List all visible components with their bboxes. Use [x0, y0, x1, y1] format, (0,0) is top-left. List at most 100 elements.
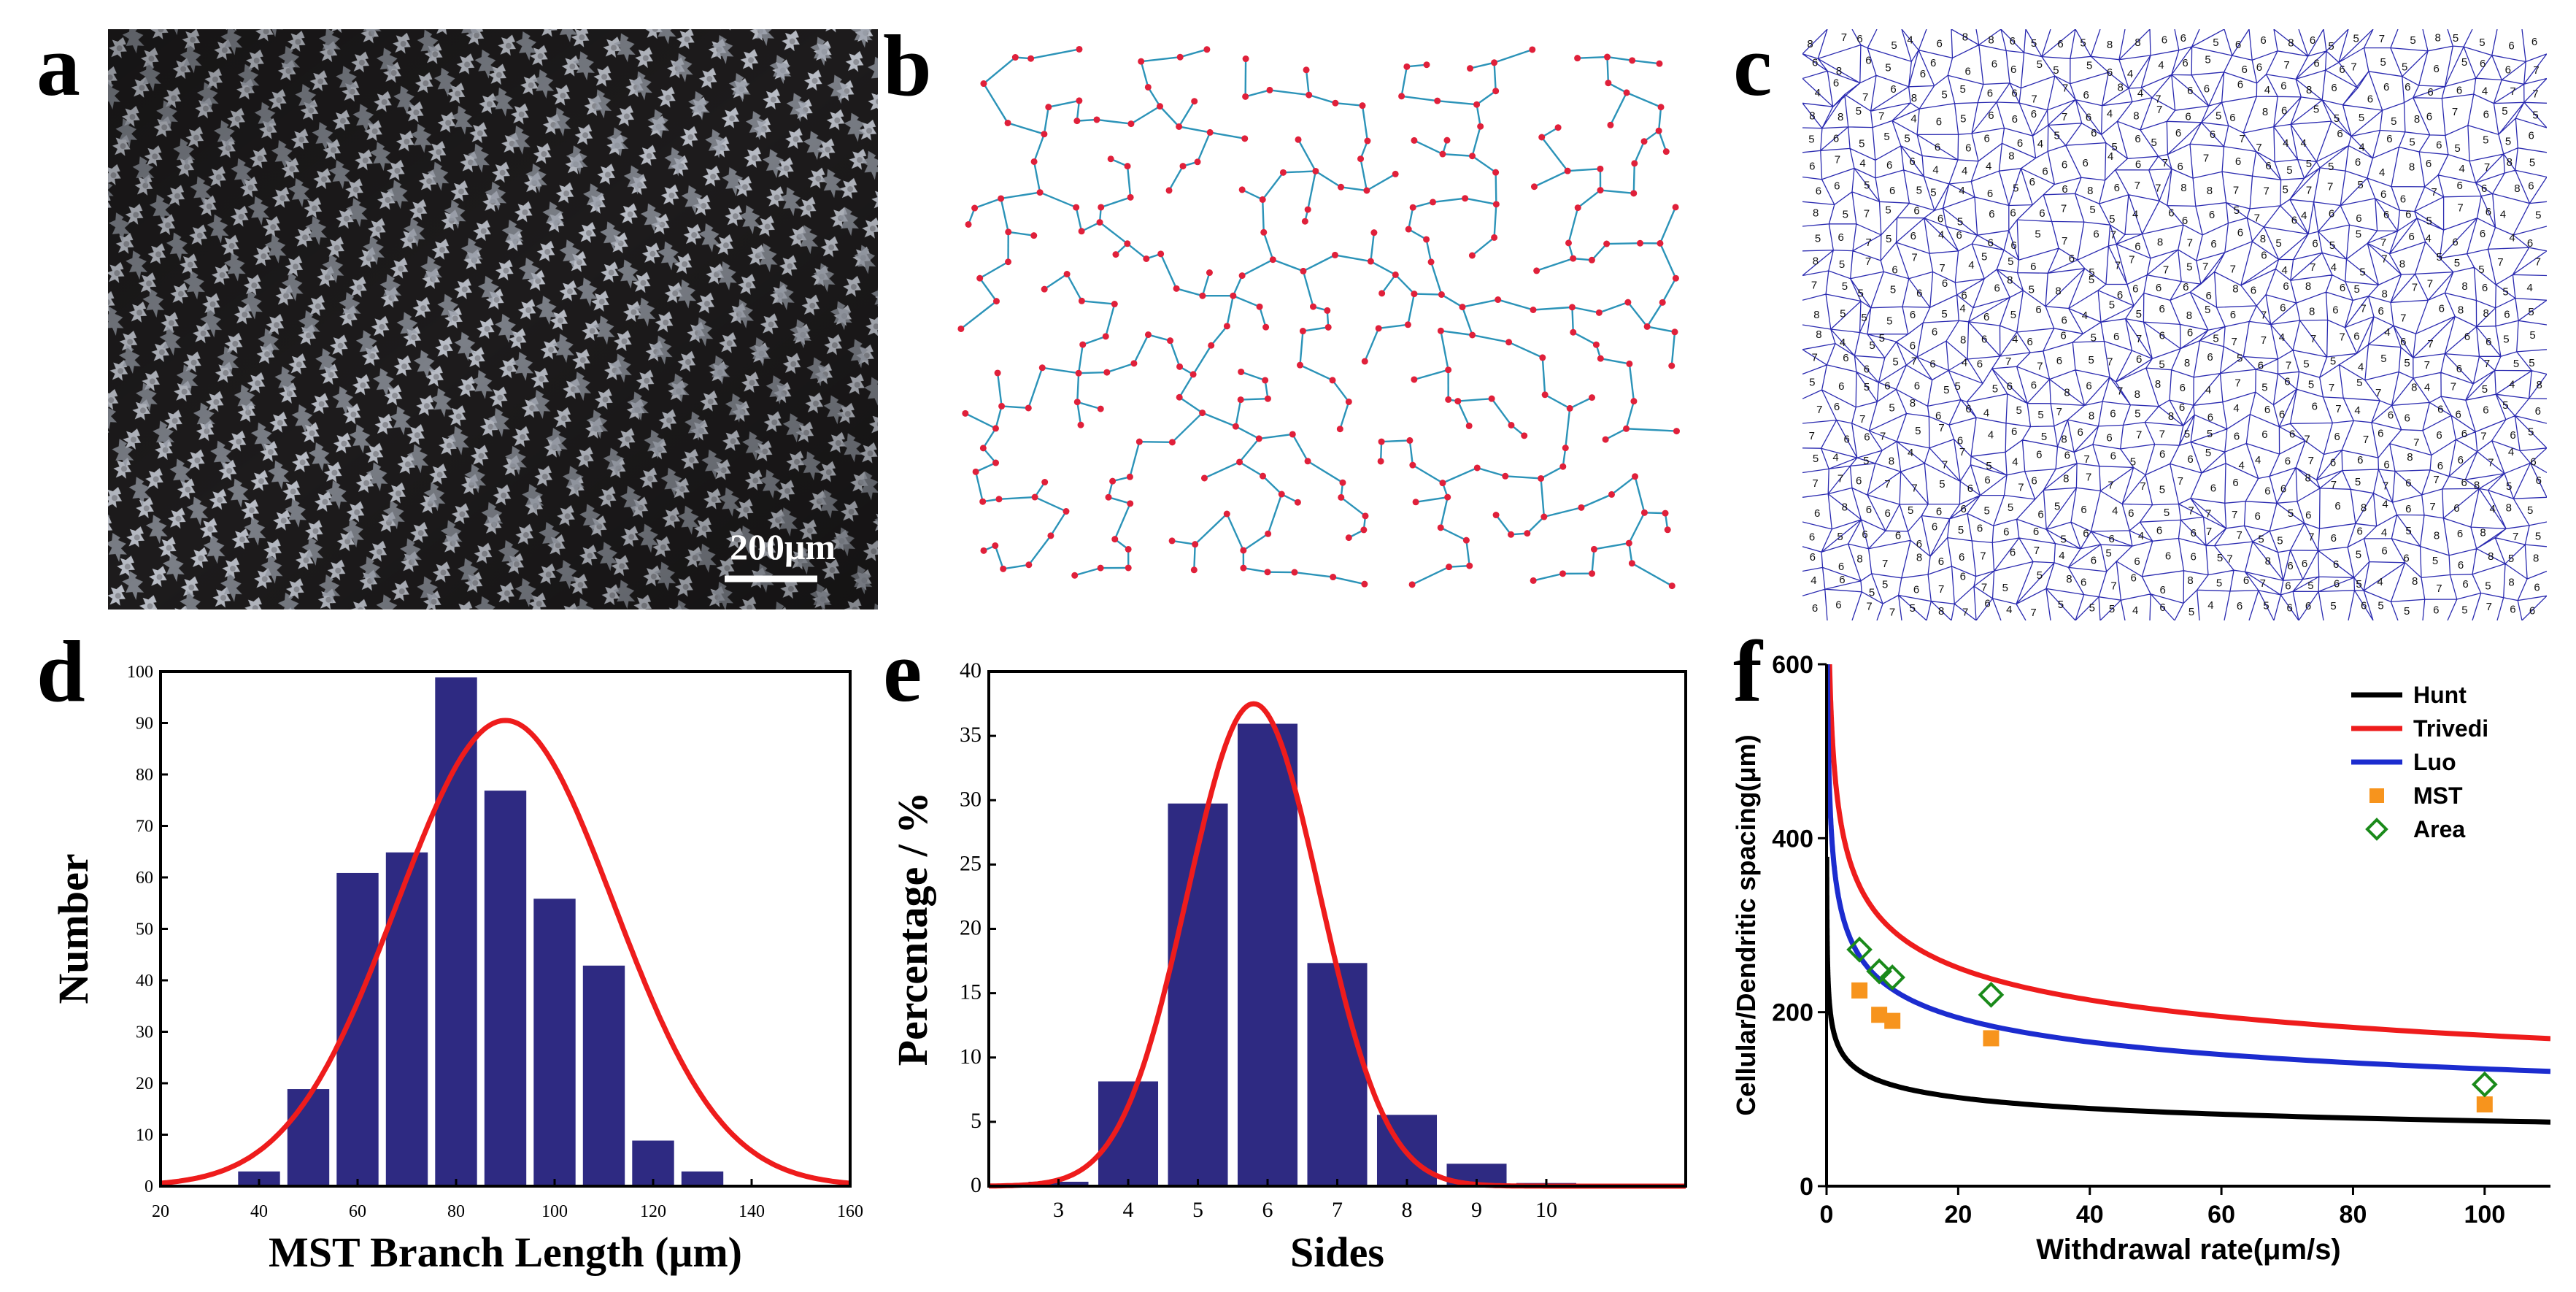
mst-node: [1238, 368, 1245, 375]
cell-side-count: 7: [2261, 334, 2267, 347]
cell-side-count: 6: [2162, 34, 2167, 46]
mst-edge: [1305, 69, 1310, 96]
micrograph-image: [108, 29, 878, 610]
cell-side-count: 7: [1889, 607, 1895, 619]
mst-node: [1036, 189, 1044, 196]
cell-side-count: 6: [2464, 331, 2470, 343]
mst-node: [1454, 398, 1462, 405]
mst-edge: [1370, 260, 1396, 276]
mst-edge: [1381, 274, 1397, 294]
mst-edge: [1272, 258, 1304, 272]
mst-node: [1191, 98, 1198, 105]
cell-side-count: 6: [2182, 215, 2188, 227]
cell-side-count: 4: [2264, 84, 2270, 96]
mst-node: [998, 402, 1006, 409]
mst-node: [1465, 422, 1473, 429]
cell-side-count: 8: [2118, 81, 2124, 93]
mst-edge: [1233, 295, 1260, 308]
cell-side-count: 5: [1863, 455, 1869, 467]
mst-edge: [1414, 293, 1442, 296]
mst-edge: [1533, 170, 1568, 188]
mst-edge: [1628, 542, 1633, 564]
cell-side-count: 6: [2331, 82, 2337, 94]
cell-side-count: 5: [1955, 380, 1961, 393]
cell-side-count: 8: [2483, 307, 2489, 320]
cell-side-count: 6: [2078, 426, 2083, 439]
cell-side-count: 6: [2175, 127, 2181, 139]
mst-node: [1256, 303, 1263, 310]
cell-side-count: 6: [2182, 57, 2188, 69]
mst-edge: [1176, 288, 1203, 297]
cell-side-count: 4: [2381, 526, 2387, 539]
cell-side-count: 8: [1938, 605, 1944, 618]
cell-side-count: 6: [2091, 127, 2097, 139]
cell-side-count: 6: [2426, 158, 2432, 170]
histogram-bar: [285, 1088, 331, 1187]
cell-side-count: 5: [2234, 204, 2240, 217]
cell-side-count: 7: [2237, 529, 2243, 542]
mst-node: [1124, 163, 1131, 170]
mst-node: [1469, 331, 1476, 339]
y-tick-label: 600: [1772, 651, 1813, 679]
cell-side-count: 4: [2331, 261, 2337, 274]
cell-side-count: 8: [2361, 502, 2367, 515]
mst-edge: [1607, 55, 1632, 62]
cell-side-count: 5: [2089, 354, 2094, 366]
points-mst: [1851, 982, 2493, 1112]
cell-side-count: 4: [2301, 209, 2307, 222]
cell-side-count: 7: [2136, 333, 2142, 345]
cell-side-count: 6: [1938, 555, 1944, 568]
cell-side-count: 6: [2334, 500, 2340, 512]
mst-node: [1590, 545, 1597, 553]
cell-side-count: 7: [2513, 531, 2518, 543]
cell-side-count: 6: [1977, 522, 1983, 534]
chart-e-panel: 0 5 10 15 20 25 30 35 40 3 4 5 6 7 8 9 10 Sides Percentage…: [876, 642, 1700, 1285]
cell-side-count: 5: [1960, 83, 1966, 96]
mst-edge: [1591, 243, 1608, 261]
cell-side-count: 7: [2488, 457, 2494, 469]
cell-side-count: 6: [2255, 510, 2261, 523]
cell-side-count: 5: [2303, 358, 2309, 370]
cell-side-count: 7: [2306, 185, 2312, 197]
cell-side-count: 5: [2437, 251, 2442, 264]
mst-node: [1291, 569, 1298, 576]
mst-edge: [1361, 105, 1369, 142]
cell-side-count: 5: [2478, 264, 2484, 276]
cell-side-count: 5: [2485, 580, 2491, 593]
x-tick-label: 20: [152, 1202, 169, 1221]
mst-node: [1469, 153, 1476, 160]
mst-edge: [1600, 357, 1630, 365]
cell-side-count: 7: [2381, 253, 2387, 266]
cell-side-count: 6: [2280, 80, 2286, 92]
cell-side-count: 7: [1865, 255, 1871, 268]
cell-side-count: 6: [2456, 85, 2462, 97]
cell-side-count: 6: [2083, 89, 2089, 101]
histogram-bar: [335, 871, 380, 1187]
cell-side-count: 5: [1943, 384, 1949, 396]
mst-node: [1632, 473, 1639, 480]
cell-side-count: 6: [2060, 329, 2066, 342]
cell-side-count: 7: [1812, 351, 1818, 364]
cell-side-count: 4: [2138, 530, 2144, 542]
cell-side-count: 5: [2288, 507, 2294, 520]
mst-node: [1260, 228, 1268, 236]
cell-side-count: 6: [1913, 205, 1919, 218]
mst-node: [1079, 341, 1087, 348]
cell-side-count: 6: [2037, 509, 2043, 521]
x-tick-label: 60: [349, 1202, 366, 1221]
mst-node: [1238, 272, 1246, 280]
cell-side-count: 8: [1809, 110, 1815, 123]
cell-side-count: 7: [2331, 479, 2337, 491]
cell-side-count: 8: [1960, 334, 1966, 347]
mst-node: [1165, 187, 1173, 194]
mst-edge: [1294, 571, 1333, 578]
mst-node: [1332, 99, 1339, 107]
cell-side-count: 5: [2529, 357, 2534, 369]
cell-side-count: 6: [1916, 538, 1922, 550]
mst-node: [1240, 547, 1247, 554]
cell-side-count: 4: [2382, 499, 2388, 511]
mst-node: [1304, 206, 1311, 213]
cell-side-count: 7: [2380, 237, 2386, 249]
cell-side-count: 6: [1862, 528, 1867, 541]
cell-side-count: 5: [2532, 109, 2538, 122]
